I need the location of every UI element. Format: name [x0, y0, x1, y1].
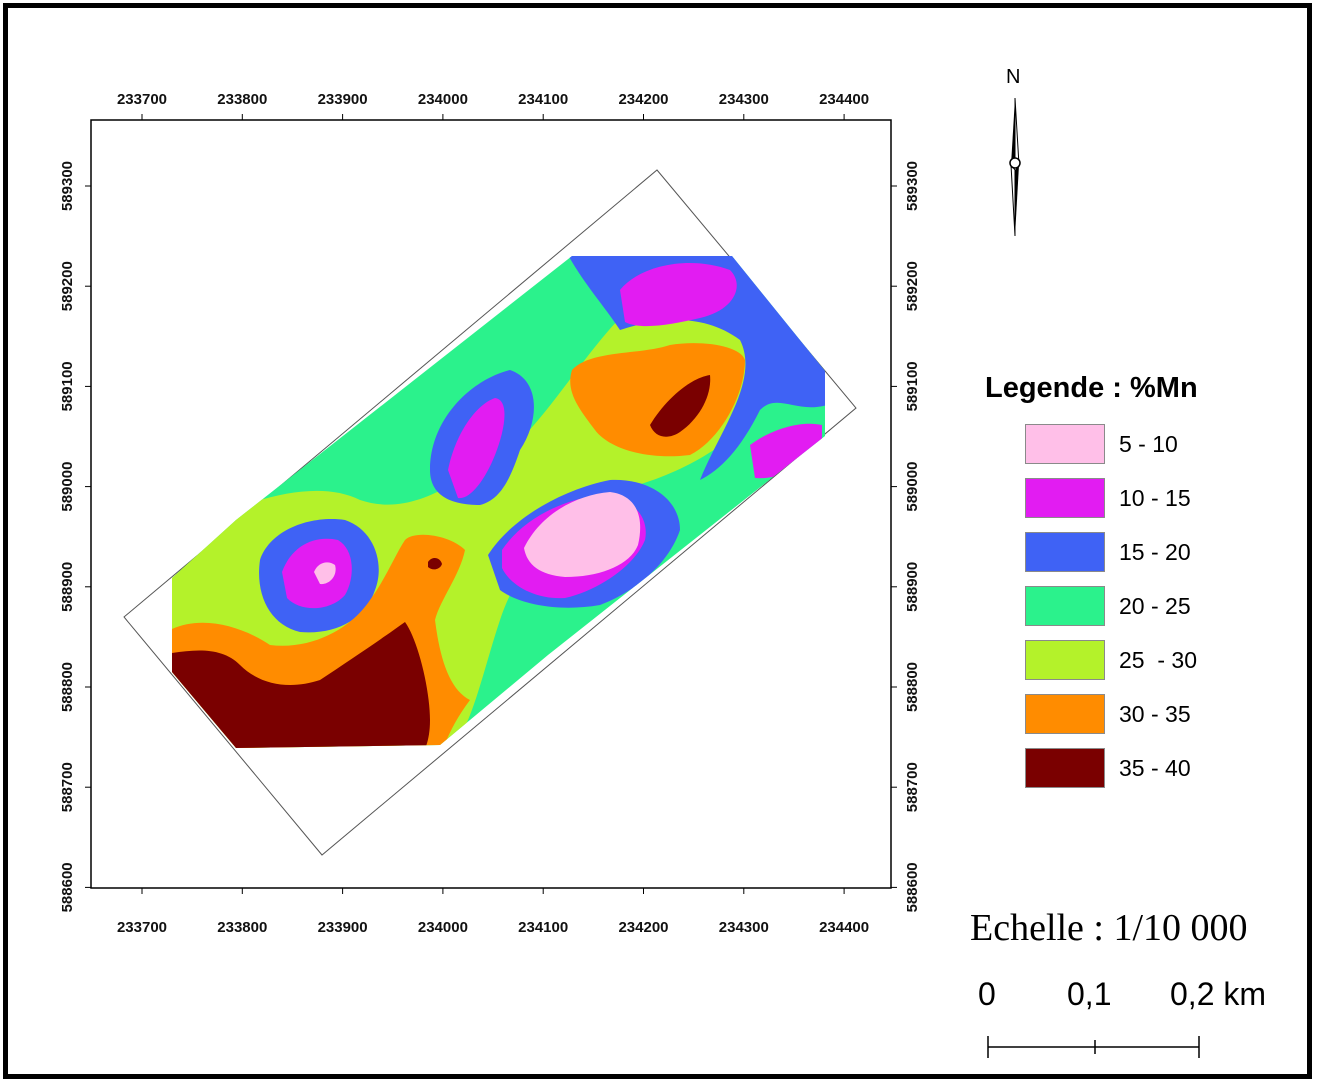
y-tick-label-right: 588600	[904, 862, 921, 912]
class-5-10-region	[524, 492, 641, 577]
scale-label-0-1: 0,1	[1067, 976, 1112, 1012]
scale-label-0-2-km: 0,2 km	[1170, 976, 1267, 1012]
y-tick-label-right: 589200	[904, 261, 921, 311]
x-tick-label-bottom: 233800	[217, 919, 267, 936]
legend-swatch	[1025, 694, 1105, 734]
legend-swatch	[1025, 640, 1105, 680]
y-tick-label-right: 589100	[904, 361, 921, 411]
y-tick-label-left: 588800	[59, 662, 76, 712]
y-tick-label-left: 589000	[59, 462, 76, 512]
y-tick-label-left: 588600	[59, 862, 76, 912]
north-arrow-icon	[1009, 97, 1021, 237]
x-tick-label-top: 234400	[819, 91, 869, 108]
x-tick-label-bottom: 234100	[518, 919, 568, 936]
y-tick-label-left: 588700	[59, 762, 76, 812]
class-10-15-region	[448, 398, 505, 499]
legend-label: 5 - 10	[1119, 431, 1178, 457]
legend-label: 30 - 35	[1119, 701, 1191, 727]
legend-swatch	[1025, 478, 1105, 518]
legend-swatch	[1025, 748, 1105, 788]
x-tick-label-top: 233700	[117, 91, 167, 108]
legend-label: 25 - 30	[1119, 647, 1197, 673]
y-tick-label-right: 588700	[904, 762, 921, 812]
scale-title: Echelle : 1/10 000	[970, 907, 1248, 949]
north-label: N	[1006, 66, 1021, 88]
class-30-35-region	[570, 343, 745, 457]
y-tick-label-left: 589300	[59, 161, 76, 211]
x-tick-label-bottom: 234000	[418, 919, 468, 936]
x-tick-label-top: 233900	[318, 91, 368, 108]
x-tick-label-top: 234200	[618, 91, 668, 108]
scale-label-0: 0	[978, 976, 996, 1012]
x-tick-label-top: 234000	[418, 91, 468, 108]
legend-label: 10 - 15	[1119, 485, 1191, 511]
x-tick-label-top: 233800	[217, 91, 267, 108]
legend-title: Legende : %Mn	[985, 372, 1198, 404]
scale-bar	[987, 1036, 1200, 1058]
x-tick-label-bottom: 233900	[318, 919, 368, 936]
x-tick-label-bottom: 234200	[618, 919, 668, 936]
legend-swatch	[1025, 424, 1105, 464]
x-tick-label-top: 234300	[719, 91, 769, 108]
class-35-40-region	[428, 558, 442, 570]
legend-label: 15 - 20	[1119, 539, 1191, 565]
class-10-15-region	[750, 423, 822, 479]
legend-label: 35 - 40	[1119, 755, 1191, 781]
x-tick-label-bottom: 234400	[819, 919, 869, 936]
axis-ticks: 233700 233700 233800 233800 233900 233900 2340…	[59, 91, 921, 936]
y-tick-label-left: 589200	[59, 261, 76, 311]
map-frame	[3, 3, 1312, 1079]
x-tick-label-bottom: 234300	[719, 919, 769, 936]
y-tick-label-right: 589000	[904, 462, 921, 512]
survey-boundary	[123, 169, 857, 856]
y-tick-label-left: 589100	[59, 361, 76, 411]
y-tick-label-right: 588900	[904, 562, 921, 612]
class-10-15-region	[620, 262, 737, 327]
class-5-10-region	[314, 562, 336, 585]
legend-label: 20 - 25	[1119, 593, 1191, 619]
legend-swatch	[1025, 532, 1105, 572]
plot-frame	[90, 119, 892, 889]
x-tick-label-top: 234100	[518, 91, 568, 108]
y-tick-label-right: 589300	[904, 161, 921, 211]
x-tick-label-bottom: 233700	[117, 919, 167, 936]
y-tick-label-right: 588800	[904, 662, 921, 712]
class-35-40-region	[172, 622, 430, 748]
legend-swatch	[1025, 586, 1105, 626]
class-35-40-region	[650, 375, 711, 437]
y-tick-label-left: 588900	[59, 562, 76, 612]
